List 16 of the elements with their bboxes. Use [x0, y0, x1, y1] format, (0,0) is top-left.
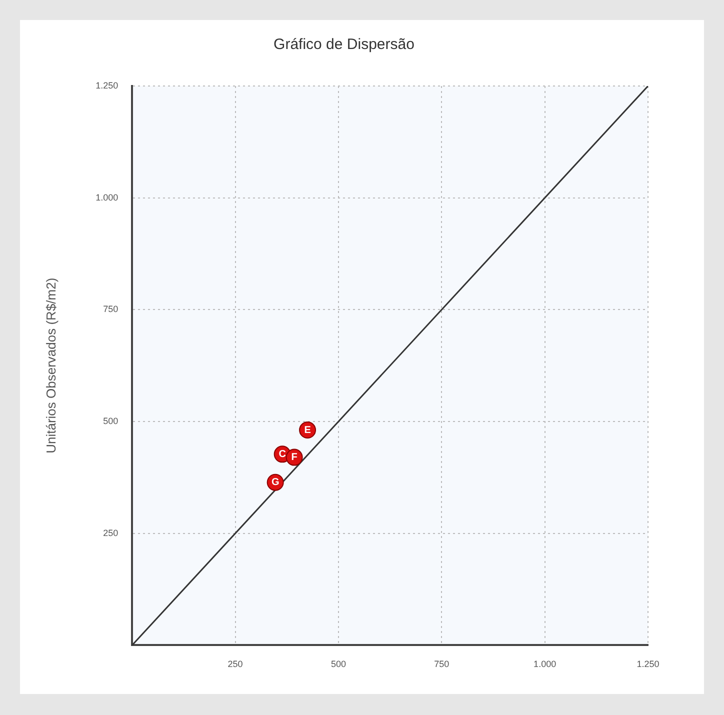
y-tick-label: 750	[103, 304, 118, 314]
y-tick-label: 250	[103, 528, 118, 538]
x-tick-label: 500	[330, 659, 346, 670]
annotation: C	[278, 448, 286, 460]
y-axis-title: Unitários Observados (R$/m2)	[43, 278, 58, 454]
y-tick-label: 1.250	[96, 80, 118, 90]
x-tick-label: 1.000	[534, 659, 556, 670]
y-tick-label: 1.000	[96, 192, 118, 202]
annotation: G	[271, 477, 280, 488]
x-tick-label: 750	[434, 659, 450, 670]
y-tick-label: 500	[103, 416, 118, 426]
x-tick-label: 250	[228, 659, 243, 670]
x-tick-label: 1.250	[636, 659, 660, 670]
annotation: F	[291, 452, 298, 464]
chart-title: Gráfico de Dispersão	[274, 36, 414, 54]
annotation: E	[304, 424, 312, 436]
